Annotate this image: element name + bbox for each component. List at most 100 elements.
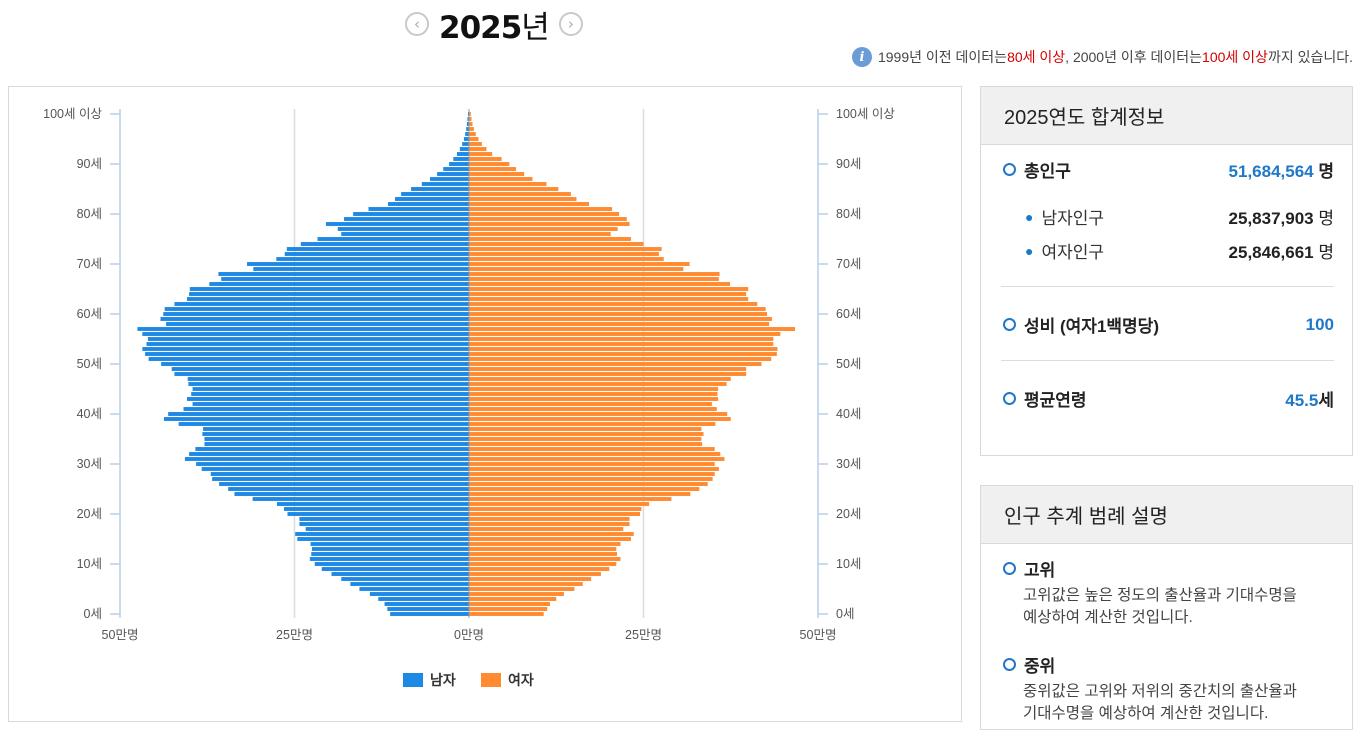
female-bar — [469, 607, 548, 611]
male-bar — [192, 387, 470, 391]
male-bar — [277, 502, 469, 506]
male-bar — [212, 477, 470, 481]
male-bar — [353, 212, 469, 216]
male-bar — [368, 207, 469, 211]
sex-ratio-row: 성비 (여자1백명당) 100 — [1003, 312, 1334, 337]
female-bar — [469, 417, 731, 421]
summary-title: 2025연도 합계정보 — [981, 87, 1352, 145]
y-tick-label: 10세 — [836, 557, 861, 571]
male-bar — [297, 537, 469, 541]
female-bar — [469, 432, 704, 436]
male-bar — [192, 402, 470, 406]
male-bar — [148, 357, 470, 361]
male-bar — [184, 457, 469, 461]
female-bar — [469, 387, 719, 391]
legend-swatch — [403, 673, 423, 687]
female-bar — [469, 157, 502, 161]
male-bar — [252, 497, 469, 501]
female-bar — [469, 507, 642, 511]
male-bar — [299, 522, 469, 526]
female-bar — [469, 452, 721, 456]
male-bar — [311, 552, 469, 556]
x-tick-label: 0만명 — [454, 628, 484, 642]
ring-bullet-icon — [1003, 163, 1016, 176]
female-bar — [469, 177, 533, 181]
male-bar — [147, 337, 470, 341]
male-bar — [145, 352, 470, 356]
info-icon: i — [851, 47, 872, 67]
male-bar — [299, 517, 469, 521]
chevron-right-icon: › — [567, 14, 574, 33]
female-bar — [469, 342, 774, 346]
female-bar — [469, 122, 473, 126]
male-bar — [137, 327, 469, 331]
female-bar — [469, 312, 768, 316]
male-bar — [466, 122, 469, 126]
female-bar — [469, 427, 702, 431]
female-bar — [469, 202, 590, 206]
female-bar — [469, 272, 720, 276]
female-bar — [469, 192, 571, 196]
legend-swatch — [481, 673, 501, 687]
female-bar — [469, 562, 617, 566]
female-bar — [469, 407, 717, 411]
y-tick-label: 70세 — [77, 257, 102, 271]
mean-age-value: 45.5 — [1285, 391, 1319, 410]
male-bar — [453, 157, 469, 161]
female-bar — [469, 557, 621, 561]
female-bar — [469, 262, 690, 266]
y-tick-label: 100세 이상 — [836, 107, 895, 121]
male-bar — [341, 577, 469, 581]
y-tick-label: 80세 — [77, 207, 102, 221]
divider — [1001, 286, 1334, 287]
y-tick-label: 10세 — [77, 557, 102, 571]
prev-year-button[interactable]: ‹ — [405, 12, 429, 36]
male-bar — [430, 177, 469, 181]
next-year-button[interactable]: › — [558, 12, 583, 36]
male-bar — [166, 322, 469, 326]
legend-item-desc-line2: 예상하여 계산한 것입니다. — [1023, 609, 1193, 626]
chevron-left-icon: ‹ — [414, 14, 420, 33]
male-bar — [310, 542, 469, 546]
male-bar — [300, 242, 469, 246]
male-bar — [462, 142, 469, 146]
female-bar — [469, 382, 727, 386]
female-bar — [469, 207, 613, 211]
sex-ratio-label: 성비 (여자1백명당) — [1024, 317, 1159, 336]
female-bar — [469, 257, 664, 261]
male-bar — [234, 492, 469, 496]
female-bar — [469, 502, 650, 506]
female-bar — [469, 437, 702, 441]
female-bar — [469, 487, 700, 491]
male-bar — [187, 377, 469, 381]
female-bar — [469, 377, 731, 381]
legend-item-high: 고위 고위값은 높은 정도의 출산율과 기대수명을 예상하여 계산한 것입니다. — [1003, 556, 1334, 629]
pyramid-svg: 0세 0세 10세 10세 20세 20세 30세 30세 40세 40세 50세 50세 60세 60세… — [43, 107, 895, 688]
male-bar — [171, 367, 470, 371]
female-bar — [469, 252, 659, 256]
female-bar — [469, 352, 777, 356]
male-bar — [314, 562, 469, 566]
female-bar — [469, 297, 749, 301]
male-bar — [305, 527, 469, 531]
female-bar — [469, 167, 517, 171]
male-bar — [142, 332, 469, 336]
population-pyramid-chart: 0세 0세 10세 10세 20세 20세 30세 30세 40세 40세 50세 50세 60세 60세… — [8, 86, 962, 722]
male-bar — [443, 167, 469, 171]
total-population-label: 총인구 — [1024, 162, 1071, 181]
legend-description-panel: 인구 추계 범례 설명 고위 고위값은 높은 정도의 출산율과 기대수명을 예상하… — [980, 485, 1353, 730]
female-bar — [469, 187, 559, 191]
female-bar — [469, 547, 617, 551]
male-bar — [317, 237, 469, 241]
male-bar — [203, 427, 469, 431]
male-bar — [276, 257, 469, 261]
male-bar — [163, 417, 469, 421]
data-range-notice: i 1999년 이전 데이터는 80세 이상, 2000년 이후 데이터는 10… — [851, 47, 1353, 67]
male-bar — [160, 317, 469, 321]
female-bar — [469, 237, 631, 241]
male-bar — [187, 297, 469, 301]
ring-bullet-icon — [1003, 658, 1016, 671]
female-bar — [469, 412, 728, 416]
total-population-row: 총인구 51,684,564 명 — [1003, 157, 1334, 182]
male-bar — [218, 272, 469, 276]
